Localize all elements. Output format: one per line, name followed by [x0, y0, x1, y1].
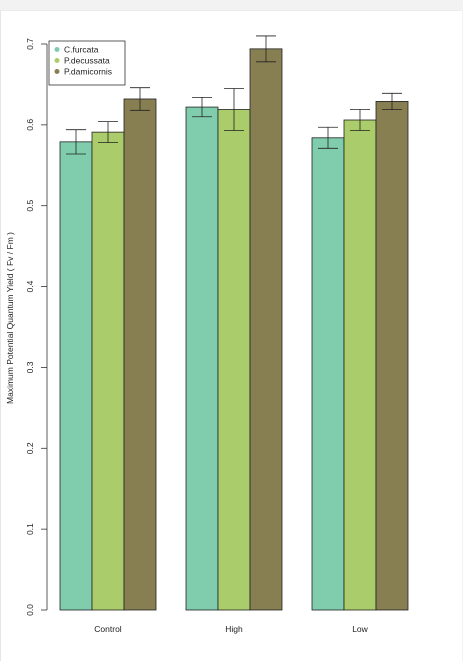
- y-tick-label: 0.5: [25, 200, 35, 212]
- bar: [91, 131, 125, 611]
- legend-entry: P.decussata: [64, 56, 110, 66]
- y-tick-label: 0.6: [25, 119, 35, 131]
- y-tick-label: 0.7: [25, 38, 35, 50]
- y-axis: 0.0 0.1 0.2 0.3 0.4 0.5 0.6 0.7: [25, 38, 48, 616]
- legend-swatch: [54, 47, 60, 52]
- x-tick-label: Low: [352, 624, 368, 634]
- bar: [217, 109, 251, 611]
- y-tick-label: 0.3: [25, 361, 35, 373]
- y-tick-label: 0.1: [25, 523, 35, 535]
- x-tick-label: High: [225, 624, 243, 634]
- bars-layer: [59, 35, 409, 611]
- x-axis-labels: Control High Low: [94, 624, 368, 634]
- y-tick-label: 0.4: [25, 280, 35, 292]
- legend-entry: C.furcata: [64, 45, 99, 55]
- bar: [311, 137, 345, 611]
- bar: [375, 101, 409, 611]
- bar: [123, 98, 157, 611]
- legend-box: [48, 40, 126, 86]
- legend-entry: P.damicornis: [64, 67, 112, 77]
- legend-swatch: [54, 69, 60, 74]
- x-tick-label: Control: [94, 624, 122, 634]
- y-tick-label: 0.0: [25, 604, 35, 616]
- bar: [343, 119, 377, 611]
- bar: [185, 106, 219, 611]
- bar: [59, 141, 93, 611]
- y-axis-label: Maximum Potential Quantum Yield ( Fv / F…: [5, 232, 15, 404]
- y-tick-label: 0.2: [25, 442, 35, 454]
- legend-swatch: [54, 58, 60, 63]
- bar: [249, 48, 283, 611]
